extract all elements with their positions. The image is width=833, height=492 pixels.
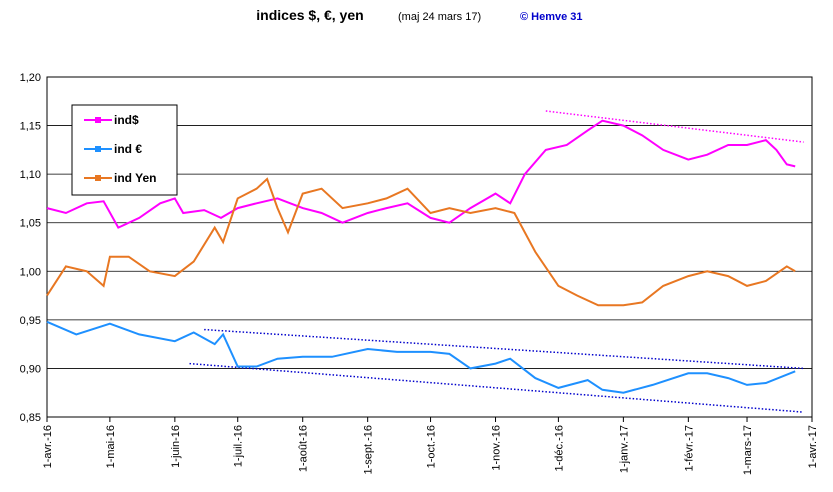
y-tick-label: 1,20 — [20, 72, 41, 84]
legend-label: ind$ — [114, 113, 139, 127]
series-line — [46, 320, 796, 394]
x-tick-label: 1-avr.-17 — [807, 425, 819, 468]
y-tick-label: 0,85 — [20, 412, 41, 424]
y-tick-label: 1,15 — [20, 121, 41, 133]
x-tick-label: 1-oct.-16 — [426, 425, 438, 468]
x-tick-label: 1-mai-16 — [105, 425, 117, 468]
x-tick-label: 1-nov.-16 — [491, 425, 503, 471]
x-tick-label: 1-janv.-17 — [618, 425, 630, 473]
y-tick-label: 1,10 — [20, 169, 41, 181]
x-tick-label: 1-mars-17 — [742, 425, 754, 475]
legend-label: ind Yen — [114, 171, 156, 185]
x-tick-label: 1-sept.-16 — [363, 425, 375, 475]
y-tick-label: 0,95 — [20, 315, 41, 327]
chart-title: indices $, €, yen — [256, 7, 363, 23]
x-tick-label: 1-juil.-16 — [233, 425, 245, 467]
x-tick-label: 1-juin-16 — [170, 425, 182, 468]
legend-label: ind € — [114, 142, 142, 156]
y-tick-label: 1,00 — [20, 266, 41, 278]
legend-marker — [95, 175, 101, 181]
series-line — [46, 119, 796, 229]
annotation: © Hemve 31 — [520, 11, 583, 23]
trend-line — [204, 328, 804, 370]
trend-line — [189, 362, 804, 413]
y-tick-label: 1,05 — [20, 218, 41, 230]
chart-subtitle: (maj 24 mars 17) — [398, 11, 481, 23]
x-tick-label: 1-déc.-16 — [553, 425, 565, 471]
x-tick-label: 1-août-16 — [298, 425, 310, 472]
trend-line — [545, 110, 804, 143]
legend-marker — [95, 146, 101, 152]
x-tick-label: 1-févr.-17 — [683, 425, 695, 471]
legend-marker — [95, 117, 101, 123]
series-line — [46, 177, 796, 307]
x-tick-label: 1-avr.-16 — [42, 425, 54, 468]
y-tick-label: 0,90 — [20, 363, 41, 375]
